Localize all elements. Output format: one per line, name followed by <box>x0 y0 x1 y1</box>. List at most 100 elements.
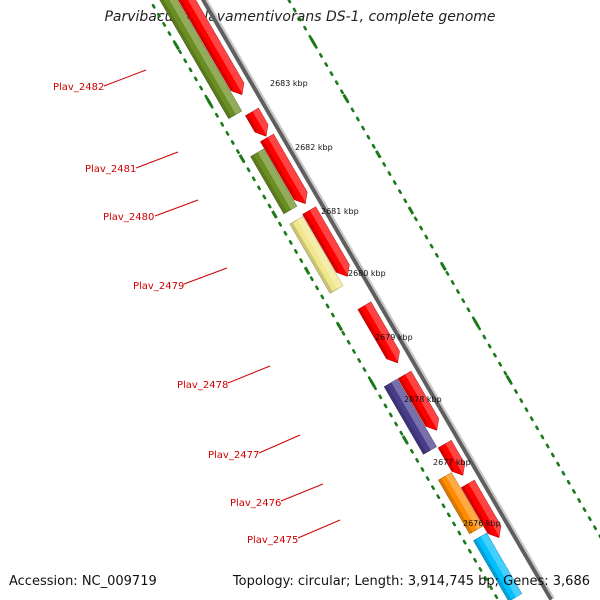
inner-track-dot <box>346 339 351 345</box>
gene-label-plav-2479[interactable]: Plav_2479 <box>133 281 184 292</box>
gene-label-plav-2478[interactable]: Plav_2478 <box>177 380 228 391</box>
inner-track-major-tick <box>336 322 344 332</box>
inner-track-dot <box>420 467 425 472</box>
outer-track-dot <box>292 7 297 13</box>
outer-track-dot <box>514 389 518 394</box>
inner-track-dot <box>489 585 493 590</box>
inner-track-dot <box>425 476 430 481</box>
gene-label-plav-2477[interactable]: Plav_2477 <box>208 450 259 461</box>
scale-label: 2679 kbp <box>375 333 413 342</box>
outer-track-dot <box>424 234 429 240</box>
inner-track-dot <box>267 203 272 209</box>
outer-track-dot <box>503 370 508 376</box>
gene-plav-2482-highlight <box>169 0 242 115</box>
gene-plav-2476-shade <box>438 478 473 534</box>
inner-track-dot <box>494 594 499 600</box>
gene-label-plav-2475[interactable]: Plav_2475 <box>247 535 298 546</box>
scale-label: 2678 kbp <box>404 395 442 404</box>
red-gene-3-body <box>260 133 308 205</box>
red-gene-4[interactable] <box>302 206 350 277</box>
red-gene-5-shade <box>357 307 390 359</box>
scale-label: 2682 kbp <box>295 143 333 152</box>
inner-track-dot <box>167 31 172 36</box>
outer-track-dot <box>297 16 302 22</box>
outer-track-dot <box>334 80 339 86</box>
gene-features <box>153 0 523 600</box>
inner-track-dot <box>399 430 404 436</box>
gene-plav-2475[interactable] <box>473 532 523 600</box>
gene-label-plav-2476[interactable]: Plav_2476 <box>230 498 281 509</box>
inner-track-dot <box>473 557 478 563</box>
leader-line <box>183 267 228 285</box>
red-gene-1[interactable] <box>169 0 245 96</box>
outer-track-dot <box>361 125 366 131</box>
inner-track-dot <box>467 548 472 554</box>
gene-label-plav-2481[interactable]: Plav_2481 <box>85 164 136 175</box>
red-gene-7-highlight <box>445 440 465 475</box>
leader-line <box>135 151 179 169</box>
red-gene-1-highlight <box>187 0 244 94</box>
inner-track-dot <box>246 167 251 173</box>
inner-track-dot <box>362 367 367 372</box>
red-gene-6[interactable] <box>397 370 439 431</box>
inner-track-dot <box>199 85 204 91</box>
outer-track-dot <box>350 107 355 113</box>
red-gene-3-highlight <box>267 134 308 203</box>
gene-label-plav-2482[interactable]: Plav_2482 <box>53 82 104 93</box>
inner-track-dot <box>409 448 414 454</box>
outer-track-dot <box>287 0 292 4</box>
inner-track-dot <box>262 194 267 200</box>
gene-plav-2480-shade <box>250 154 287 214</box>
gene-label-plav-2480[interactable]: Plav_2480 <box>103 212 154 223</box>
gene-plav-2482-shade <box>159 0 232 119</box>
outer-track-dot <box>492 352 497 358</box>
gene-plav-2475-highlight <box>480 533 522 598</box>
inner-track-dot <box>378 394 383 400</box>
outer-track-major-tick <box>374 150 382 159</box>
outer-track-dot <box>355 116 360 122</box>
red-gene-2[interactable] <box>245 107 269 137</box>
inner-track-dot <box>230 140 235 145</box>
outer-track-dot <box>545 443 550 449</box>
inner-track-dot <box>315 285 319 291</box>
red-gene-7[interactable] <box>437 439 466 476</box>
inner-track-major-tick <box>173 41 180 51</box>
inner-track-dot <box>236 149 240 154</box>
inner-track-dot <box>367 376 372 382</box>
backbone-line <box>200 0 553 600</box>
red-gene-5[interactable] <box>357 301 400 364</box>
gene-plav-2476[interactable] <box>438 472 483 535</box>
gene-plav-2477-highlight <box>391 379 437 451</box>
red-gene-3[interactable] <box>260 133 308 205</box>
inner-track-major-tick <box>303 266 311 275</box>
scale-label: 2681 kbp <box>321 207 359 216</box>
gene-plav-2482[interactable] <box>153 0 243 119</box>
outer-track-dot <box>461 298 466 304</box>
inner-track-dot <box>156 12 161 18</box>
outer-track-dot <box>529 416 534 422</box>
inner-track-dot <box>373 385 377 391</box>
outer-track-dot <box>572 489 576 494</box>
outer-track-dot <box>366 134 371 140</box>
outer-track-dot <box>413 216 418 222</box>
red-gene-3-shade <box>260 140 298 200</box>
outer-track-dot <box>429 243 434 249</box>
gene-plav-2477[interactable] <box>383 378 437 455</box>
inner-track-dot <box>441 503 446 509</box>
inner-track-dot <box>330 312 335 318</box>
red-gene-8[interactable] <box>460 479 502 538</box>
inner-track-dot <box>352 349 356 354</box>
outer-track-dot <box>593 525 597 531</box>
red-gene-6-highlight <box>405 371 439 430</box>
inner-track-dot <box>178 49 182 55</box>
red-gene-7-shade <box>438 446 455 472</box>
inner-track-major-tick <box>205 97 213 107</box>
gene-plav-2479[interactable] <box>289 216 344 294</box>
scale-label: 2683 kbp <box>270 79 308 88</box>
inner-track-dot <box>225 131 230 136</box>
red-gene-8-highlight <box>468 480 501 537</box>
genome-backbone <box>200 0 555 600</box>
gene-plav-2480[interactable] <box>250 148 298 215</box>
gene-plav-2477-shade <box>384 385 427 455</box>
